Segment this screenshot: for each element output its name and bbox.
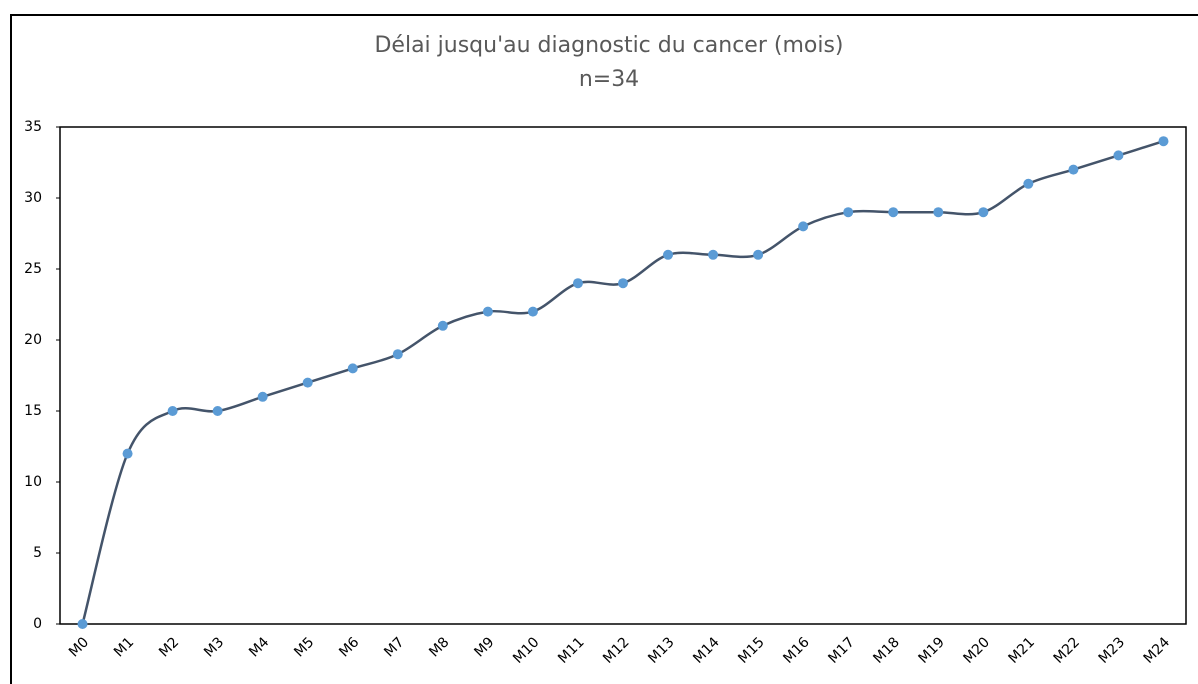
marker xyxy=(77,619,88,629)
y-tick-label: 20 xyxy=(24,332,42,348)
marker xyxy=(1023,178,1034,189)
marker xyxy=(302,377,313,388)
y-tick-label: 35 xyxy=(24,119,42,135)
marker xyxy=(888,207,899,218)
marker xyxy=(663,249,674,260)
marker xyxy=(527,306,538,317)
marker xyxy=(753,249,764,260)
chart-title: Délai jusqu'au diagnostic du cancer (moi… xyxy=(374,33,843,58)
y-tick-label: 25 xyxy=(24,261,42,277)
y-tick-label: 15 xyxy=(24,403,42,419)
marker xyxy=(1068,164,1079,175)
y-tick-label: 0 xyxy=(33,616,42,632)
y-tick-label: 5 xyxy=(33,545,42,561)
marker xyxy=(1113,150,1124,161)
marker xyxy=(437,320,448,331)
marker xyxy=(843,207,854,218)
marker xyxy=(122,448,133,459)
chart-border xyxy=(10,14,1198,684)
marker xyxy=(978,207,989,218)
marker xyxy=(798,221,809,232)
marker xyxy=(1158,136,1169,147)
chart-subtitle: n=34 xyxy=(579,67,639,92)
marker xyxy=(933,207,944,218)
y-tick-label: 30 xyxy=(24,190,42,206)
marker xyxy=(708,249,719,260)
marker xyxy=(482,306,493,317)
y-tick-label: 10 xyxy=(24,474,42,490)
marker xyxy=(167,406,178,416)
marker xyxy=(572,278,583,289)
plot-area xyxy=(59,126,1187,625)
marker xyxy=(618,278,628,289)
marker xyxy=(347,363,358,374)
marker xyxy=(392,349,403,360)
marker xyxy=(212,406,223,416)
marker xyxy=(257,391,268,402)
